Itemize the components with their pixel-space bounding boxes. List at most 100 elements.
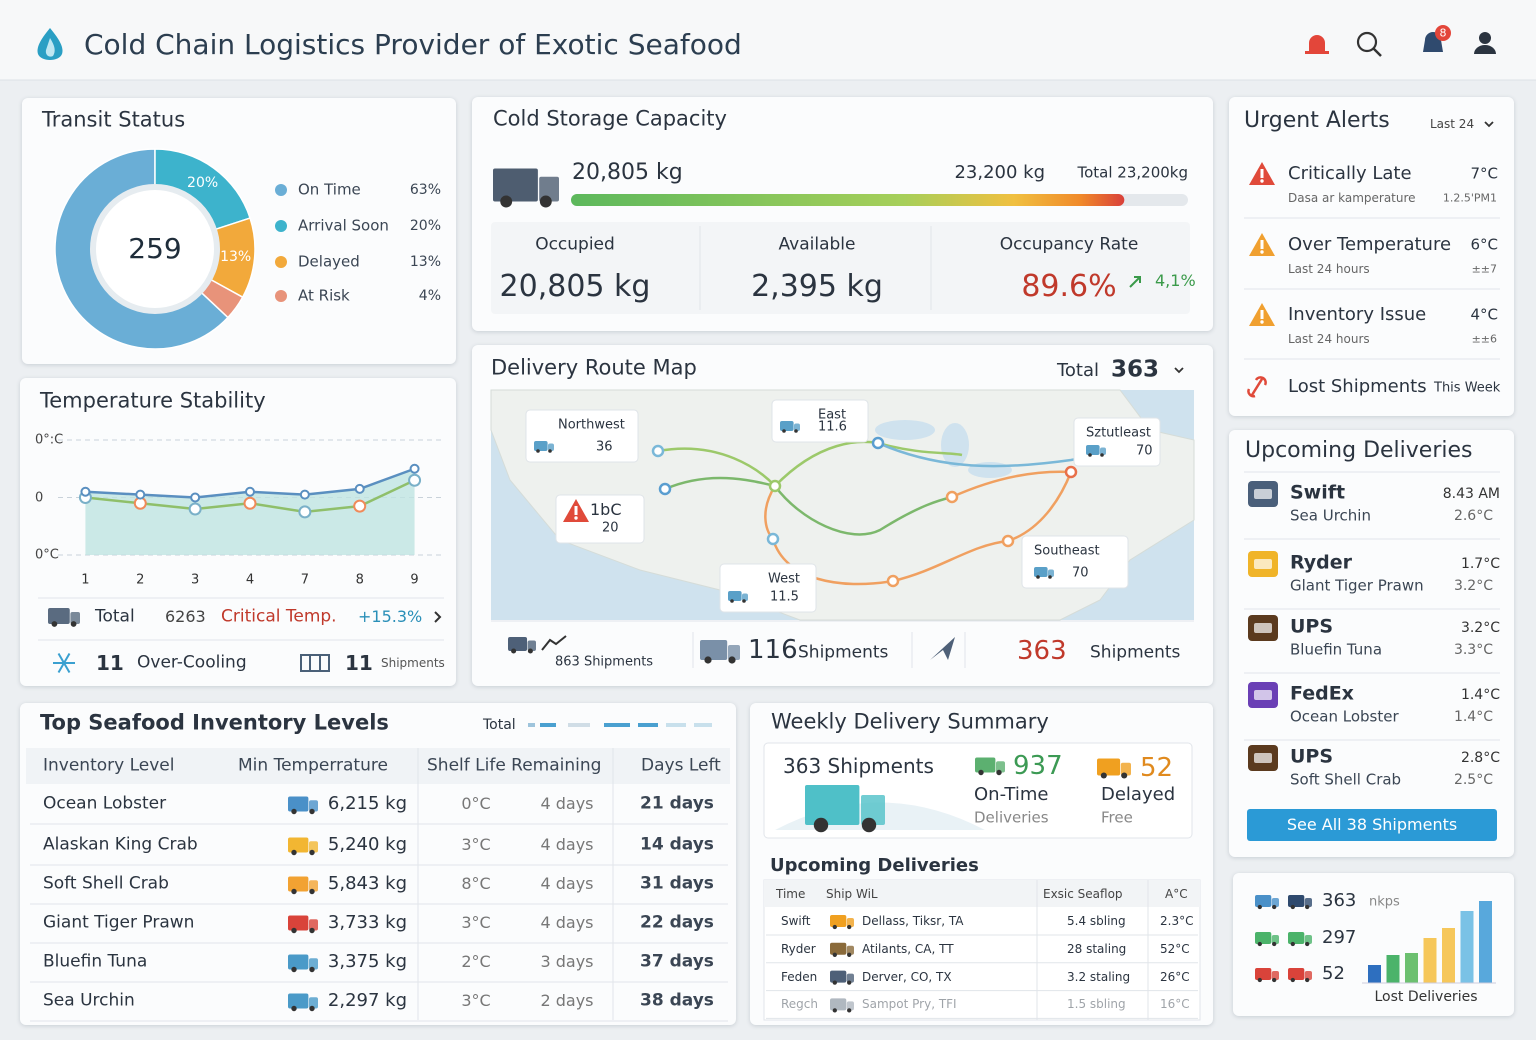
region-value: 20 (602, 520, 619, 536)
truck-body (1034, 567, 1048, 577)
truck-cab (309, 841, 318, 853)
alert-sub: Last 24 hours (1288, 262, 1370, 276)
snowflake (57, 652, 71, 674)
lake (875, 420, 935, 440)
wheel (291, 808, 297, 815)
button-label[interactable]: See All 38 Shipments (1286, 815, 1458, 834)
temp-point (409, 463, 420, 474)
y-tick-label: 0 (35, 490, 44, 505)
x-tick-label: 7 (300, 572, 309, 588)
alert-title: Inventory Issue (1288, 304, 1427, 325)
wheel (1272, 941, 1277, 947)
temp-point (299, 489, 310, 500)
delayed-value: 52 (1140, 753, 1174, 783)
delivery-b: 2.6°C (1453, 508, 1493, 524)
truck-icon (780, 421, 800, 433)
alert-extra: 1.2.5'PM1 (1442, 191, 1497, 205)
wheel (861, 817, 877, 833)
delivery-b: 2.5°C (1453, 772, 1493, 788)
wheel (548, 449, 552, 453)
product: Soft Shell Crab (1290, 770, 1402, 789)
warning-mark (574, 506, 578, 515)
truck-cab (1304, 935, 1312, 944)
wheel (847, 924, 852, 930)
truck-icon (48, 608, 80, 627)
chevron (1174, 367, 1184, 374)
truck-body (508, 637, 528, 651)
delivery-a: 1.4°C (1460, 687, 1500, 703)
truck-cab (309, 800, 318, 812)
region-name: West (768, 571, 800, 587)
x-tick-label: 8 (355, 572, 364, 588)
alert-temp: 4°C (1470, 305, 1498, 324)
panel-title: Weekly Delivery Summary (771, 709, 1049, 734)
legend-label: Delayed (298, 252, 360, 271)
item-days: 21 days (640, 793, 714, 814)
truck-cab (861, 795, 885, 825)
route (657, 440, 963, 488)
footer-label: Shipments (1090, 642, 1181, 663)
truck-icon (1288, 968, 1312, 983)
temperature: 52°C (1160, 941, 1190, 956)
wheel (1100, 772, 1107, 779)
trend-arrow (1129, 276, 1141, 288)
wheel (996, 769, 1002, 776)
bar (1368, 965, 1381, 983)
truck-body (1097, 758, 1121, 776)
carrier: Swift (781, 914, 811, 928)
wheel (847, 980, 852, 985)
truck-cab (527, 640, 536, 651)
wheel (832, 1008, 837, 1013)
wheel (309, 849, 315, 856)
route-node (1064, 465, 1078, 479)
total-label: Total (95, 606, 135, 627)
truck-icon (830, 915, 854, 930)
wheel (1088, 453, 1092, 457)
truck-icon (1086, 445, 1106, 457)
wheel (309, 966, 315, 973)
x-tick-label: 4 (245, 572, 255, 588)
chart-label: Lost Deliveries (1374, 989, 1478, 1005)
truck-cab (846, 973, 854, 983)
truck-icon (805, 785, 885, 833)
donut-center (90, 184, 220, 314)
stats-box (491, 222, 1190, 314)
legend-label: On Time (298, 180, 361, 199)
truck-cab (539, 176, 559, 202)
truck-icon (728, 591, 748, 603)
truck-cab (70, 612, 80, 624)
table-title: Upcoming Deliveries (770, 855, 979, 876)
wheel (832, 924, 837, 930)
wheel (309, 808, 315, 815)
see-all-button[interactable] (1247, 809, 1497, 841)
user-head (1479, 32, 1491, 44)
period: Last 24 (1430, 117, 1475, 131)
delivery-b: 1.4°C (1453, 709, 1493, 725)
wheel (794, 429, 798, 433)
map-land (490, 389, 1195, 621)
legend-dot (275, 256, 287, 268)
rate-change: 4,1% (1155, 271, 1196, 290)
legend-value: 63% (409, 182, 441, 198)
truck-icon (534, 441, 554, 453)
truck-body (700, 640, 728, 660)
destination: Derver, CO, TX (862, 969, 952, 984)
product: Sea Urchin (1290, 506, 1371, 525)
region-value: 11.6 (818, 419, 847, 435)
truck-icon (830, 998, 854, 1013)
item-weight: 3,733 kg (327, 912, 407, 933)
truck-body (830, 970, 847, 983)
truck-icon (830, 970, 854, 985)
truck-icon (1255, 895, 1279, 910)
item-days: 14 days (640, 834, 714, 855)
item-weight: 5,240 kg (327, 834, 407, 855)
footer-label: Shipments (798, 642, 889, 663)
badge (1435, 25, 1451, 41)
critical-label: Critical Temp. (221, 606, 337, 627)
count: 11 (345, 651, 373, 675)
carrier: Regch (781, 997, 819, 1012)
truck-body (1288, 932, 1305, 944)
region-name: 1bC (590, 500, 622, 519)
bar (1386, 955, 1400, 983)
